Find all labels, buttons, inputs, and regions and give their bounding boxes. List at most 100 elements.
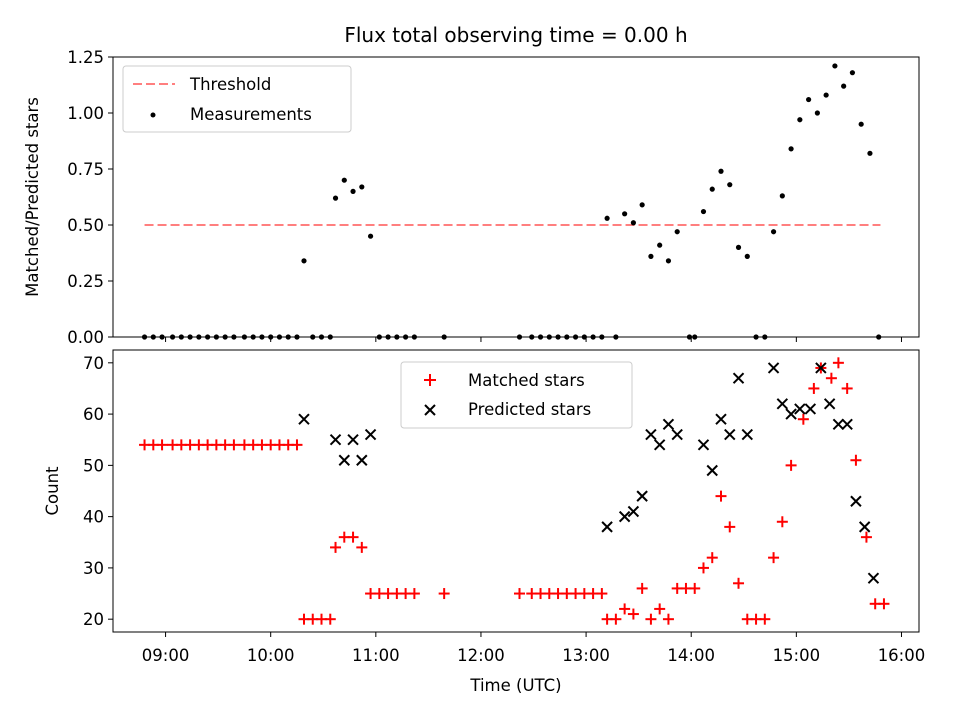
matched-star-point (724, 521, 736, 533)
measurement-point (744, 253, 750, 259)
top-y-axis-ticks: 0.00 0.25 0.50 0.75 1.00 1.25 (67, 48, 113, 347)
bottom-axes-frame (112, 349, 920, 633)
matched-star-point (776, 516, 788, 528)
bottom-plot-area (139, 357, 890, 625)
predicted-star-point (858, 521, 871, 533)
predicted-star-point (618, 510, 631, 523)
legend-predicted-swatch (424, 404, 436, 416)
matched-star-point (408, 588, 420, 600)
x-axis-label: Time (UTC) (469, 676, 561, 695)
predicted-star-point (841, 418, 853, 431)
matched-star-point (759, 613, 771, 625)
matched-star-point (768, 552, 780, 564)
matched-star-point (636, 582, 648, 594)
predicted-star-point (823, 398, 836, 410)
top-y-tick-label: 0.00 (67, 328, 104, 347)
measurement-point (301, 258, 307, 264)
measurement-point (674, 229, 680, 235)
predicted-star-point (653, 439, 666, 451)
bottom-panel: 20 30 40 50 60 70 09:00 10:00 11:00 12:00 13:00 14… (43, 349, 925, 695)
predicted-star-point (298, 413, 310, 425)
matched-star-point (878, 598, 890, 610)
legend-measurements-label: Measurements (190, 105, 312, 124)
legend-matched-label: Matched stars (468, 371, 585, 390)
bottom-y-axis-label: Count (43, 466, 62, 516)
measurement-point (700, 208, 707, 215)
measurement-point (341, 177, 347, 183)
chart-title: Flux total observing time = 0.00 h (344, 23, 687, 47)
measurement-point (648, 253, 654, 259)
matched-star-point (324, 613, 336, 625)
legend-threshold-label: Threshold (189, 75, 271, 94)
predicted-star-point (671, 428, 683, 441)
matched-star-point (347, 531, 359, 543)
measurement-point (823, 92, 829, 98)
legend-measurements-swatch (150, 112, 156, 118)
bottom-y-tick-label: 60 (83, 405, 104, 424)
measurement-point (779, 193, 785, 199)
matched-star-point (645, 613, 657, 625)
predicted-star-point (697, 439, 710, 451)
predicted-star-point (715, 413, 727, 425)
predicted-star-point (804, 403, 817, 415)
matched-star-point (797, 413, 809, 425)
predicted-star-point (724, 428, 736, 441)
measurement-point (709, 186, 715, 192)
measurement-point (367, 233, 374, 239)
x-tick-label: 12:00 (457, 646, 505, 665)
measurement-point (788, 146, 794, 152)
predicted-star-point (329, 434, 342, 446)
legend-predicted-label: Predicted stars (468, 400, 591, 419)
measurement-point (832, 63, 838, 69)
top-y-tick-label: 1.25 (67, 48, 104, 67)
predicted-star-point (636, 490, 648, 502)
matched-star-point (841, 382, 853, 394)
predicted-star-point (627, 505, 640, 518)
matched-star-point (228, 439, 240, 451)
top-y-axis-label: Matched/Predicted stars (23, 97, 42, 297)
matched-star-point (860, 531, 872, 543)
top-y-tick-label: 0.75 (67, 160, 104, 179)
matched-star-point (715, 490, 727, 502)
bottom-y-tick-label: 30 (83, 559, 104, 578)
predicted-star-point (741, 428, 753, 441)
matched-star-point (662, 613, 674, 625)
measurement-point (814, 110, 820, 116)
measurement-point (630, 220, 636, 226)
measurement-point (350, 188, 356, 194)
predicted-star-point (662, 418, 675, 431)
top-panel: 0.00 0.25 0.50 0.75 1.00 1.25 Matched/Predict… (23, 48, 920, 347)
measurement-point (797, 117, 803, 123)
predicted-star-point (732, 372, 745, 384)
matched-star-point (627, 608, 639, 620)
x-tick-label: 11:00 (352, 646, 400, 665)
matched-star-point (697, 562, 709, 574)
measurement-point (622, 211, 628, 217)
x-tick-label: 15:00 (773, 646, 821, 665)
matched-star-point (330, 541, 342, 553)
matched-star-point (825, 372, 837, 384)
x-tick-label: 13:00 (562, 646, 610, 665)
matched-star-point (654, 603, 666, 615)
measurement-point (657, 242, 663, 248)
predicted-star-point (815, 362, 827, 374)
bottom-legend: Matched stars Predicted stars (400, 361, 633, 429)
top-y-tick-label: 0.50 (67, 216, 104, 235)
predicted-star-point (706, 464, 718, 477)
measurement-point (735, 244, 742, 250)
bottom-y-tick-label: 20 (83, 610, 104, 629)
measurement-point (806, 96, 812, 103)
top-y-tick-label: 1.00 (67, 104, 104, 123)
predicted-star-point (850, 495, 862, 507)
matched-star-point (291, 439, 303, 451)
measurement-point (727, 182, 733, 188)
bottom-legend-box (400, 361, 633, 429)
x-tick-label: 09:00 (142, 646, 190, 665)
matched-star-point (808, 382, 820, 394)
predicted-star-point (794, 403, 806, 415)
measurement-point (849, 70, 856, 76)
matched-star-point (356, 541, 368, 553)
matched-star-point (156, 439, 168, 451)
matched-star-point (438, 588, 450, 600)
